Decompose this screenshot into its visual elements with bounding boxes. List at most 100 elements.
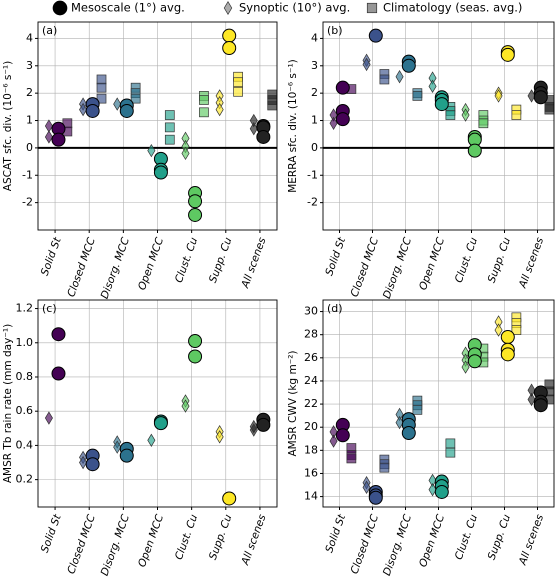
x-tick-label: Clust. Cu: [453, 236, 481, 285]
point: [362, 480, 371, 495]
point: [445, 447, 456, 458]
point: [368, 28, 383, 43]
y-tick-label: 3: [311, 59, 318, 72]
y-tick-label: 0.4: [16, 438, 34, 451]
x-tick-label: Disorg. MCC: [381, 512, 414, 577]
y-tick-label: 4: [26, 31, 33, 44]
y-axis-label: AMSR Tb rain rate (mm day⁻¹): [2, 324, 14, 483]
point: [434, 97, 449, 112]
x-tick-label: Supp. Cu: [207, 236, 235, 285]
point: [329, 116, 338, 130]
y-tick-label: 1.2: [16, 302, 34, 315]
point: [215, 102, 224, 117]
point: [395, 70, 404, 84]
x-tick-label: Closed MCC: [349, 235, 382, 298]
point: [401, 425, 416, 440]
panel-label: (b): [327, 24, 343, 37]
y-axis-label: AMSR CWV (kg m⁻²): [287, 350, 299, 456]
point: [85, 457, 100, 472]
point: [267, 100, 278, 111]
legend-marker: [52, 0, 68, 16]
point: [494, 89, 503, 103]
point: [412, 91, 423, 101]
point: [147, 433, 156, 447]
x-tick-label: Disorg. MCC: [381, 235, 414, 300]
point: [199, 95, 209, 105]
point: [51, 327, 66, 342]
y-tick-label: 18: [304, 443, 318, 456]
point: [461, 360, 470, 374]
y-tick-label: 0.2: [16, 473, 34, 486]
point: [153, 165, 168, 180]
point: [368, 490, 383, 505]
x-tick-label: Closed MCC: [65, 512, 98, 575]
point: [188, 194, 203, 209]
y-tick-label: -1: [307, 168, 318, 181]
x-tick-label: Disorg. MCC: [99, 235, 132, 300]
point: [188, 334, 203, 349]
point: [362, 57, 371, 72]
y-tick-label: -2: [307, 196, 318, 209]
point: [96, 82, 107, 93]
panel-label: (a): [42, 24, 57, 37]
point: [188, 349, 203, 364]
axes-frame: [37, 21, 278, 231]
x-tick-label: Solid St: [39, 235, 64, 277]
point: [428, 79, 437, 93]
point: [544, 104, 555, 115]
point: [188, 207, 203, 222]
x-tick-label: Solid St: [323, 235, 348, 277]
point: [119, 103, 134, 118]
point: [164, 122, 175, 133]
y-tick-label: 14: [304, 490, 318, 503]
point: [445, 110, 456, 120]
x-tick-label: All scenes: [239, 235, 269, 290]
panel-label: (d): [327, 302, 343, 315]
point: [478, 118, 489, 129]
x-tick-label: Solid St: [39, 512, 64, 554]
x-tick-label: Closed MCC: [65, 235, 98, 298]
legend-label: Climatology (seas. avg.): [383, 1, 522, 15]
x-tick-label: All scenes: [517, 235, 547, 290]
point: [249, 423, 258, 437]
point: [113, 440, 122, 454]
y-tick-label: 1.0: [16, 336, 34, 349]
point: [147, 143, 156, 158]
point: [85, 103, 100, 118]
y-tick-label: 30: [304, 305, 318, 318]
y-tick-label: -1: [22, 168, 33, 181]
point: [44, 130, 53, 144]
x-tick-label: Open MCC: [136, 512, 166, 569]
point: [500, 330, 515, 345]
y-tick-label: 0.6: [16, 404, 34, 417]
point: [494, 323, 503, 337]
point: [249, 122, 258, 136]
point: [113, 97, 122, 111]
x-tick-label: Solid St: [323, 512, 348, 554]
y-tick-label: 0: [311, 141, 318, 154]
point: [215, 430, 224, 444]
point: [329, 434, 338, 448]
y-tick-label: -2: [22, 196, 33, 209]
point: [119, 448, 134, 463]
point: [222, 41, 237, 55]
point: [467, 354, 482, 369]
x-tick-label: Clust. Cu: [173, 236, 201, 285]
point: [130, 93, 141, 104]
point: [79, 455, 88, 470]
point: [346, 453, 357, 464]
point: [335, 112, 350, 127]
y-tick-label: 2: [311, 86, 318, 99]
point: [96, 74, 107, 85]
point: [233, 86, 243, 97]
point: [51, 132, 66, 147]
y-tick-label: 26: [304, 351, 318, 364]
x-tick-label: Closed MCC: [349, 512, 382, 575]
point: [222, 491, 237, 506]
y-tick-label: 28: [304, 328, 318, 341]
axes-frame: [37, 299, 278, 508]
legend-label: Synoptic (10°) avg.: [239, 1, 350, 15]
point: [401, 58, 416, 73]
point: [379, 462, 390, 473]
